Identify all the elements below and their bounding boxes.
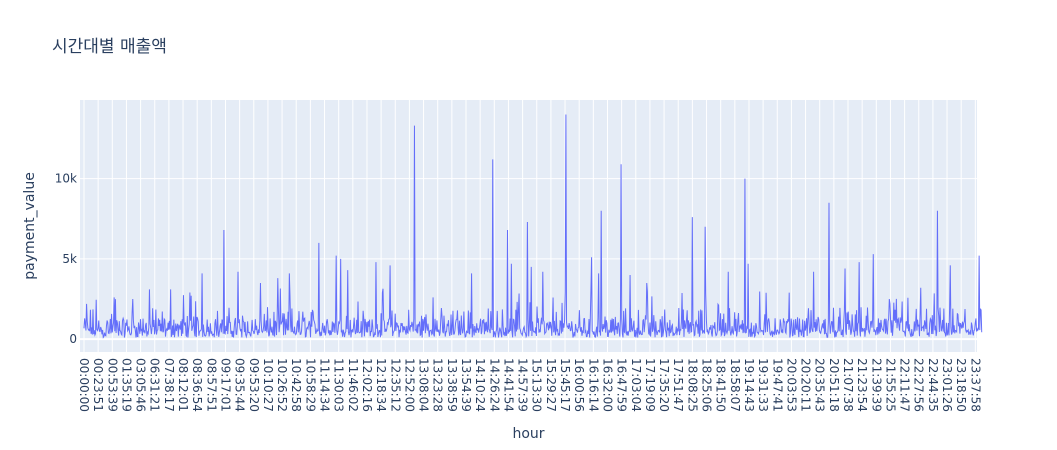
x-tick-label: 09:17:01 xyxy=(218,358,232,412)
x-tick-label: 17:51:47 xyxy=(671,358,685,412)
x-tick-label: 00:00:00 xyxy=(77,358,91,412)
x-tick-label: 21:23:54 xyxy=(855,358,869,412)
x-tick-label: 01:35:19 xyxy=(119,358,133,412)
x-tick-label: 23:37:58 xyxy=(968,358,982,412)
x-tick-label: 10:26:52 xyxy=(275,358,289,412)
x-tick-label: 21:07:38 xyxy=(841,358,855,412)
x-tick-label: 20:20:11 xyxy=(799,358,813,412)
y-axis-ticks: 0 5k 10k xyxy=(55,172,77,347)
y-axis-title: payment_value xyxy=(22,172,38,280)
y-tick-label: 10k xyxy=(55,172,77,186)
x-tick-label: 09:35:44 xyxy=(233,358,247,412)
x-tick-label: 10:58:29 xyxy=(303,358,317,412)
x-tick-label: 07:38:17 xyxy=(162,358,176,412)
x-tick-label: 21:55:25 xyxy=(883,358,897,412)
x-tick-label: 17:03:04 xyxy=(629,358,643,412)
x-tick-label: 19:14:43 xyxy=(742,358,756,412)
x-tick-label: 16:47:59 xyxy=(615,358,629,412)
x-tick-label: 18:41:50 xyxy=(714,358,728,412)
x-tick-label: 20:51:18 xyxy=(827,358,841,412)
x-tick-label: 15:13:30 xyxy=(530,358,544,412)
x-tick-label: 14:57:39 xyxy=(516,358,530,412)
x-tick-label: 10:42:58 xyxy=(289,358,303,412)
x-tick-label: 00:53:39 xyxy=(105,358,119,412)
y-tick-label: 5k xyxy=(62,252,77,266)
x-tick-label: 16:16:14 xyxy=(586,358,600,412)
x-tick-label: 15:29:27 xyxy=(544,358,558,412)
x-tick-label: 18:08:25 xyxy=(685,358,699,412)
x-tick-label: 16:00:56 xyxy=(572,358,586,412)
x-tick-label: 14:26:24 xyxy=(487,358,501,412)
x-tick-label: 12:18:34 xyxy=(374,358,388,412)
x-tick-label: 11:30:03 xyxy=(332,358,346,412)
x-tick-label: 08:12:01 xyxy=(176,358,190,412)
x-tick-label: 13:38:59 xyxy=(445,358,459,412)
x-tick-label: 23:01:26 xyxy=(940,358,954,412)
x-tick-label: 19:31:33 xyxy=(756,358,770,412)
x-tick-label: 13:23:28 xyxy=(431,358,445,412)
x-tick-label: 03:05:46 xyxy=(134,358,148,412)
x-tick-label: 20:35:43 xyxy=(813,358,827,412)
x-tick-label: 11:14:34 xyxy=(318,358,332,412)
x-tick-label: 18:58:07 xyxy=(728,358,742,412)
x-tick-label: 13:08:04 xyxy=(417,358,431,412)
y-tick-label: 0 xyxy=(69,332,77,346)
x-tick-label: 10:10:27 xyxy=(261,358,275,412)
x-tick-label: 23:18:50 xyxy=(954,358,968,412)
x-tick-label: 13:54:39 xyxy=(459,358,473,412)
x-tick-label: 15:45:17 xyxy=(558,358,572,412)
x-tick-label: 12:35:12 xyxy=(388,358,402,412)
x-axis-ticks: 00:00:00 00:23:51 00:53:39 01:35:19 03:05:46… xyxy=(77,358,982,412)
x-tick-label: 14:10:24 xyxy=(473,358,487,412)
x-axis-title: hour xyxy=(512,426,544,442)
x-tick-label: 09:53:20 xyxy=(247,358,261,412)
x-tick-label: 12:52:00 xyxy=(402,358,416,412)
x-tick-label: 22:11:47 xyxy=(898,358,912,412)
x-tick-label: 00:23:51 xyxy=(91,358,105,412)
x-tick-label: 08:36:54 xyxy=(190,358,204,412)
x-tick-label: 08:57:51 xyxy=(204,358,218,412)
x-tick-label: 18:25:06 xyxy=(700,358,714,412)
x-tick-label: 06:31:21 xyxy=(148,358,162,412)
grid-lines xyxy=(80,100,977,352)
x-tick-label: 11:46:02 xyxy=(346,358,360,412)
chart-title: 시간대별 매출액 xyxy=(52,37,167,57)
x-tick-label: 21:39:39 xyxy=(869,358,883,412)
x-tick-label: 22:27:56 xyxy=(912,358,926,412)
x-tick-label: 17:35:20 xyxy=(657,358,671,412)
x-tick-label: 22:44:35 xyxy=(926,358,940,412)
x-tick-label: 14:41:54 xyxy=(501,358,515,412)
series-line-payment-value xyxy=(83,114,983,339)
x-tick-label: 16:32:00 xyxy=(600,358,614,412)
x-tick-label: 12:02:16 xyxy=(360,358,374,412)
x-tick-label: 19:47:41 xyxy=(770,358,784,412)
x-tick-label: 17:19:09 xyxy=(643,358,657,412)
x-tick-label: 20:03:53 xyxy=(784,358,798,412)
